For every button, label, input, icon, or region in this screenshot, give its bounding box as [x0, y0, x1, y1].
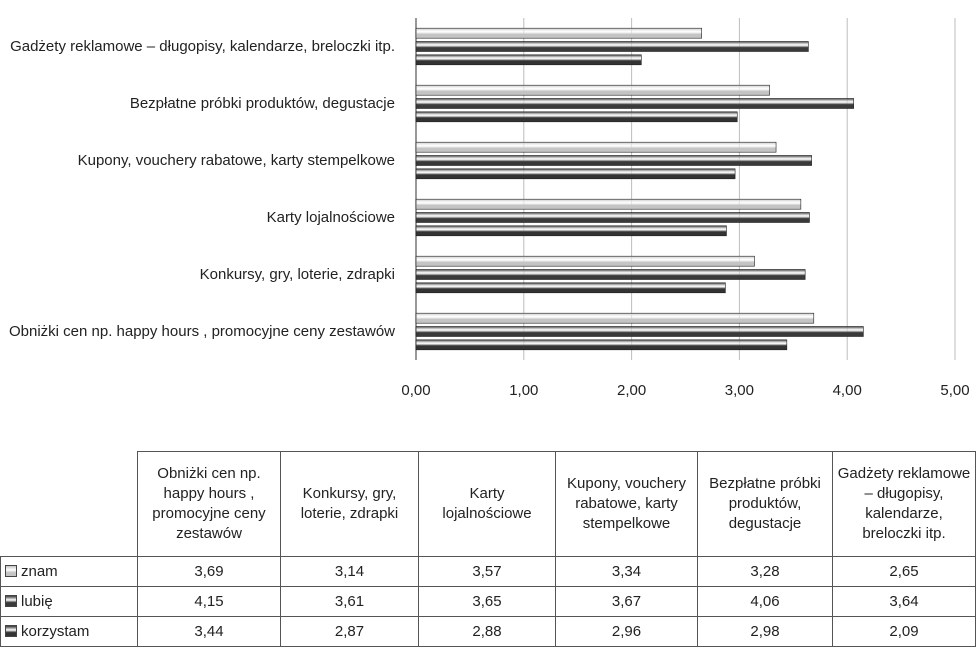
category-label: Obniżki cen np. happy hours , promocyjne… — [5, 321, 395, 343]
data-table: Obniżki cen np. happy hours , promocyjne… — [0, 451, 976, 647]
table-value: 3,44 — [137, 616, 281, 647]
bar — [415, 111, 738, 123]
table-header: Gadżety reklamowe – długopisy, kalendarz… — [832, 451, 976, 557]
bar — [415, 41, 809, 52]
x-tick-label: 4,00 — [833, 382, 862, 399]
table-header: Obniżki cen np. happy hours , promocyjne… — [137, 451, 281, 557]
category-text: Gadżety reklamowe – długopisy, kalendarz… — [10, 37, 395, 55]
legend-label: korzystam — [21, 623, 90, 640]
category-text: Bezpłatne próbki produktów, degustacje — [129, 94, 395, 112]
table-row: lubię 4,15 3,61 3,65 3,67 4,06 3,64 — [0, 586, 976, 617]
table-value: 2,88 — [418, 616, 556, 647]
table-value: 3,64 — [832, 586, 976, 617]
bar — [415, 54, 642, 66]
legend-label: lubię — [21, 593, 53, 610]
table-header: Karty lojalnościowe — [418, 451, 556, 557]
x-tick-label: 2,00 — [617, 382, 646, 399]
table-row: znam 3,69 3,14 3,57 3,34 3,28 2,65 — [0, 556, 976, 587]
bar — [415, 269, 806, 280]
bar — [415, 198, 802, 210]
table-header: Konkursy, gry, loterie, zdrapki — [280, 451, 419, 557]
table-corner — [1, 452, 138, 557]
category-text: Obniżki cen np. happy hours , promocyjne… — [8, 322, 395, 340]
x-tick-label: 5,00 — [940, 382, 969, 399]
table-value: 2,09 — [832, 616, 976, 647]
category-text: Karty lojalnościowe — [266, 208, 395, 226]
table-header: Kupony, vouchery rabatowe, karty stempel… — [555, 451, 698, 557]
table-header: Bezpłatne próbki produktów, degustacje — [697, 451, 833, 557]
bar — [415, 312, 815, 324]
legend-entry: lubię — [0, 586, 138, 617]
table-value: 2,98 — [697, 616, 833, 647]
legend-entry: korzystam — [0, 616, 138, 647]
table-value: 3,57 — [418, 556, 556, 587]
table-value: 3,28 — [697, 556, 833, 587]
bar — [415, 212, 810, 223]
bar — [415, 98, 854, 109]
bar — [415, 225, 727, 237]
table-value: 3,14 — [280, 556, 419, 587]
bar — [415, 84, 770, 96]
category-label: Bezpłatne próbki produktów, degustacje — [5, 93, 395, 115]
table-value: 3,65 — [418, 586, 556, 617]
table-value: 2,96 — [555, 616, 698, 647]
table-row: korzystam 3,44 2,87 2,88 2,96 2,98 2,09 — [0, 616, 976, 647]
category-label: Kupony, vouchery rabatowe, karty stempel… — [5, 150, 395, 172]
bar — [415, 155, 812, 166]
table-value: 4,15 — [137, 586, 281, 617]
table-value: 2,87 — [280, 616, 419, 647]
table-value: 3,69 — [137, 556, 281, 587]
legend-key — [5, 625, 17, 637]
plot-area: 0,00 1,00 2,00 3,00 4,00 5,00 — [401, 18, 970, 399]
table-value: 3,34 — [555, 556, 698, 587]
bar — [415, 27, 702, 39]
legend-key — [5, 565, 17, 577]
bar — [415, 255, 755, 267]
x-tick-label: 1,00 — [509, 382, 538, 399]
table-value: 2,65 — [832, 556, 976, 587]
x-tick-label: 0,00 — [401, 382, 430, 399]
bar — [415, 339, 788, 351]
bar — [415, 282, 726, 294]
category-label: Gadżety reklamowe – długopisy, kalendarz… — [5, 36, 395, 58]
category-text: Konkursy, gry, loterie, zdrapki — [199, 265, 395, 283]
bar — [415, 326, 864, 337]
category-label: Konkursy, gry, loterie, zdrapki — [5, 264, 395, 286]
legend-key — [5, 595, 17, 607]
category-label: Karty lojalnościowe — [5, 207, 395, 229]
bar — [415, 168, 736, 180]
table-value: 4,06 — [697, 586, 833, 617]
category-text: Kupony, vouchery rabatowe, karty stempel… — [77, 151, 395, 169]
legend-entry: znam — [0, 556, 138, 587]
table-value: 3,67 — [555, 586, 698, 617]
legend-label: znam — [21, 563, 58, 580]
bar — [415, 141, 777, 153]
x-tick-label: 3,00 — [725, 382, 754, 399]
table-value: 3,61 — [280, 586, 419, 617]
